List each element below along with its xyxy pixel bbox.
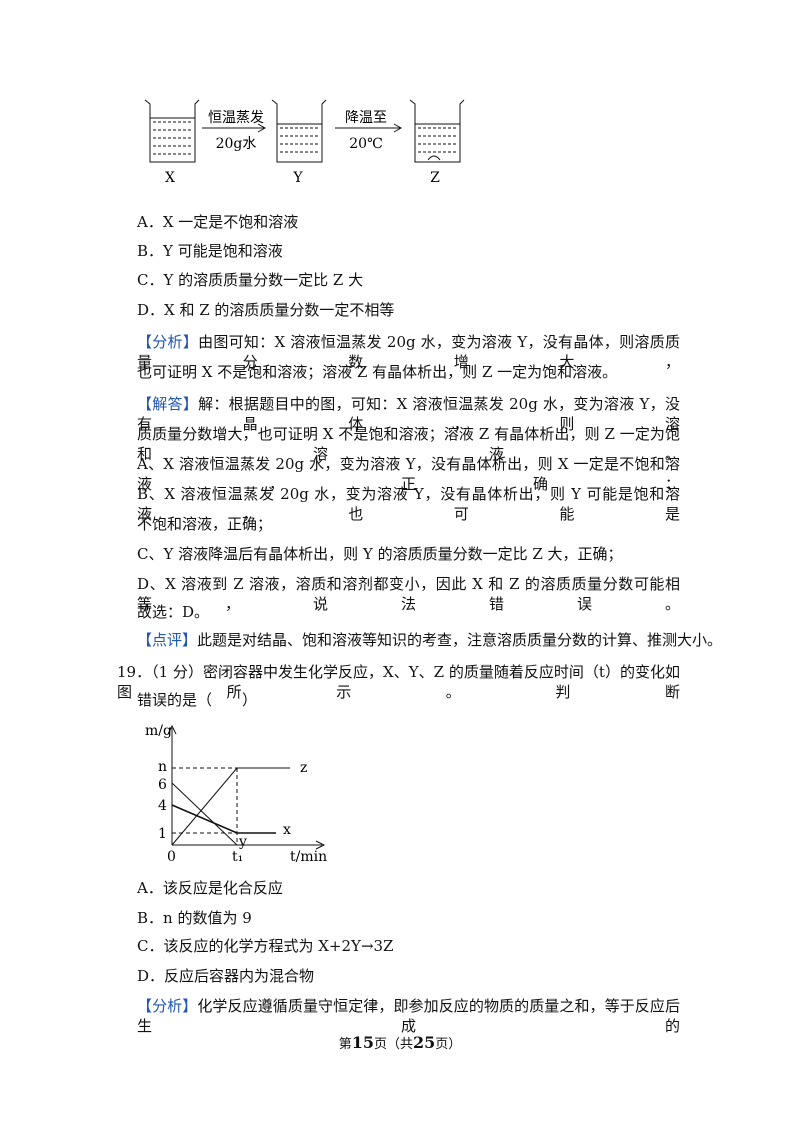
option: B．n 的数值为 9 [137, 909, 252, 927]
page-number: 15 [351, 1033, 374, 1052]
answer-line: B、X 溶液恒温蒸发 20g 水，变为溶液 Y，没有晶体析出，则 Y 可能是饱和… [137, 485, 680, 523]
arrow-bottom: 20g水 [216, 136, 257, 152]
y-tick: 1 [158, 826, 167, 842]
tag: 【点评】 [137, 631, 198, 649]
option: D．反应后容器内为混合物 [137, 967, 315, 985]
option: D．X 和 Z 的溶质质量分数一定不相等 [137, 301, 395, 319]
beaker-label: Y [292, 170, 303, 186]
option: C．Y 的溶质质量分数一定比 Z 大 [137, 271, 364, 289]
analysis-line: 【分析】化学反应遵循质量守恒定律，即参加反应的物质的质量之和，等于反应后生成的 [137, 996, 680, 1036]
answer-line: A、X 溶液恒温蒸发 20g 水，变为溶液 Y，没有晶体析出，则 X 一定是不饱… [137, 455, 680, 493]
curve-label: x [283, 822, 291, 838]
tag: 【分析】 [137, 997, 198, 1015]
y-tick: 4 [158, 798, 167, 814]
option: A．X 一定是不饱和溶液 [137, 213, 299, 231]
text: 解：根据题目中的图，可知：X 溶液恒温蒸发 20g 水，变为溶液 Y，没有晶体，… [137, 395, 680, 433]
tag: 【分析】 [137, 333, 199, 351]
option: A．该反应是化合反应 [137, 879, 283, 897]
answer-line: 【解答】解：根据题目中的图，可知：X 溶液恒温蒸发 20g 水，变为溶液 Y，没… [137, 394, 680, 434]
footer: 第15页（共25页） [0, 1033, 800, 1055]
arrow-top: 降温至 [345, 110, 387, 126]
question-line: 错误的是（ ） [137, 691, 258, 709]
answer-line: 故选：D。 [137, 603, 210, 621]
graph-figure: m/g n 6 4 1 0 t₁ t/min z x y [145, 723, 327, 865]
tag: 【解答】 [137, 395, 199, 413]
question-line: 19．（1 分）密闭容器中发生化学反应，X、Y、Z 的质量随着反应时间（t）的变… [117, 663, 680, 701]
y-tick: 6 [158, 777, 167, 793]
text: 此题是对结晶、饱和溶液等知识的考查，注意溶质质量分数的计算、推测大小。 [197, 631, 723, 649]
footer-text: 页（共 [373, 1037, 413, 1052]
answer-line: C、Y 溶液降温后有晶体析出，则 Y 的溶质质量分数一定比 Z 大，正确； [137, 545, 623, 563]
curve-label: z [300, 760, 307, 776]
answer-line: D、X 溶液到 Z 溶液，溶质和溶剂都变小，因此 X 和 Z 的溶质质量分数可能… [137, 575, 680, 613]
footer-text: 页） [435, 1037, 462, 1052]
beaker-figure: 恒温蒸发 20g水 降温至 20℃ X Y Z [144, 99, 465, 186]
comment-line: 【点评】此题是对结晶、饱和溶液等知识的考查，注意溶质质量分数的计算、推测大小。 [137, 630, 722, 650]
arrow-top: 恒温蒸发 [208, 110, 264, 126]
analysis-line: 也可证明 X 不是饱和溶液；溶液 Z 有晶体析出，则 Z 一定为饱和溶液。 [137, 363, 618, 381]
x-axis-label: t/min [290, 849, 327, 865]
beaker-label: Z [430, 170, 440, 186]
beaker-label: X [165, 170, 175, 186]
curve-label: y [238, 834, 247, 850]
arrow-bottom: 20℃ [349, 136, 382, 152]
text: 由图可知：X 溶液恒温蒸发 20g 水，变为溶液 Y，没有晶体，则溶质质量分数增… [137, 333, 680, 371]
x-tick: t₁ [232, 849, 243, 865]
answer-line: 质质量分数增大，也可证明 X 不是饱和溶液；溶液 Z 有晶体析出，则 Z 一定为… [137, 425, 680, 463]
y-axis-label: m/g [145, 723, 172, 739]
option: C．该反应的化学方程式为 X+2Y→3Z [137, 937, 394, 955]
y-tick: n [158, 759, 167, 775]
origin: 0 [167, 849, 176, 865]
option: B．Y 可能是饱和溶液 [137, 242, 283, 260]
page-total: 25 [413, 1033, 436, 1052]
answer-line: 不饱和溶液，正确； [137, 515, 273, 533]
analysis-line: 【分析】由图可知：X 溶液恒温蒸发 20g 水，变为溶液 Y，没有晶体，则溶质质… [137, 332, 680, 372]
footer-text: 第 [338, 1037, 352, 1052]
text: 化学反应遵循质量守恒定律，即参加反应的物质的质量之和，等于反应后生成的 [137, 997, 680, 1035]
